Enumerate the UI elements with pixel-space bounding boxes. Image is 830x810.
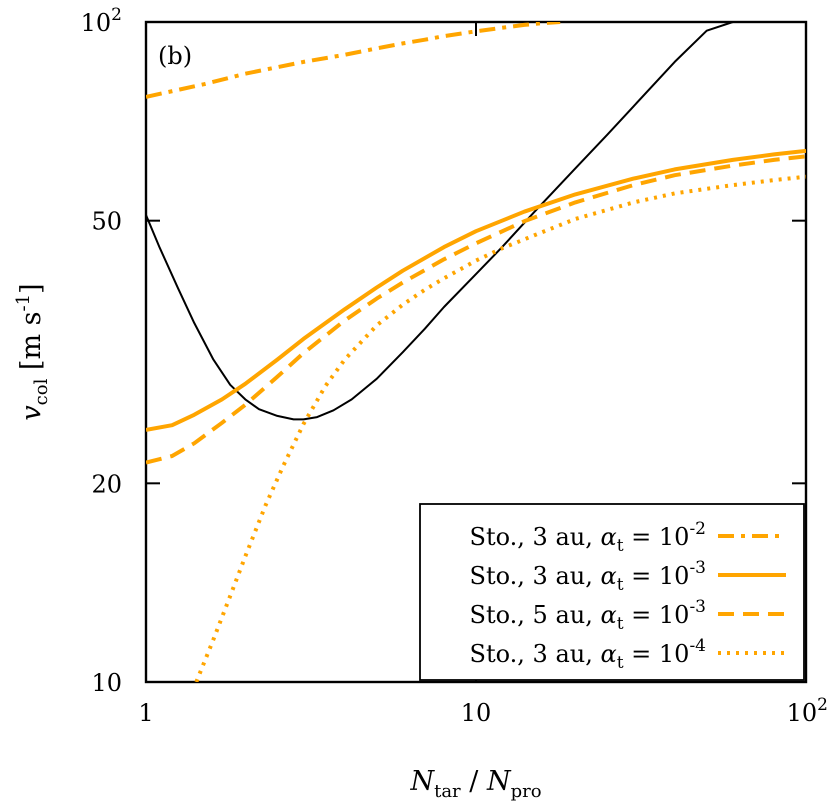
legend-label-s4: Sto., 3 au, αt = 10-4	[470, 636, 706, 673]
y-tick-label: 50	[91, 208, 122, 236]
y-axis-title: vcol [m s-1]	[13, 283, 52, 420]
series-line-s3	[146, 154, 806, 465]
series-line-s4	[194, 174, 806, 682]
panel-label: (b)	[158, 42, 192, 70]
legend-label-s1: Sto., 3 au, αt = 10-2	[470, 519, 706, 556]
x-tick-label: 102	[787, 695, 828, 727]
series-line-s2	[146, 148, 806, 432]
y-tick-label: 102	[81, 5, 122, 37]
y-tick-label: 10	[91, 669, 122, 697]
x-tick-label: 1	[138, 699, 153, 727]
y-axis-title-close: ]	[16, 283, 47, 294]
legend-box	[419, 503, 805, 681]
x-axis-title-sep: /	[461, 766, 487, 797]
legend-label-s2: Sto., 3 au, αt = 10-3	[470, 558, 706, 595]
legend-label-s3: Sto., 5 au, αt = 10-3	[470, 597, 706, 634]
x-axis-title-main: N	[409, 766, 435, 797]
x-axis-title-sub2: pro	[511, 781, 542, 802]
ticks-group: 1 10 102 10 20 50 102	[81, 5, 828, 727]
x-axis-title-main2: N	[486, 766, 512, 797]
x-axis-title-sub1: tar	[434, 781, 461, 802]
x-axis-title: Ntar / Npro	[409, 766, 541, 802]
y-axis-title-sub: col	[31, 378, 52, 405]
y-axis-title-main: v	[16, 405, 47, 420]
y-axis-title-exp: -1	[13, 294, 34, 312]
y-axis-title-unit: [m s	[16, 311, 47, 378]
series-group	[146, 22, 806, 682]
y-tick-label: 20	[91, 470, 122, 498]
x-tick-label: 10	[461, 699, 492, 727]
series-line-s1	[146, 22, 561, 99]
series-line-threshold	[146, 22, 765, 421]
